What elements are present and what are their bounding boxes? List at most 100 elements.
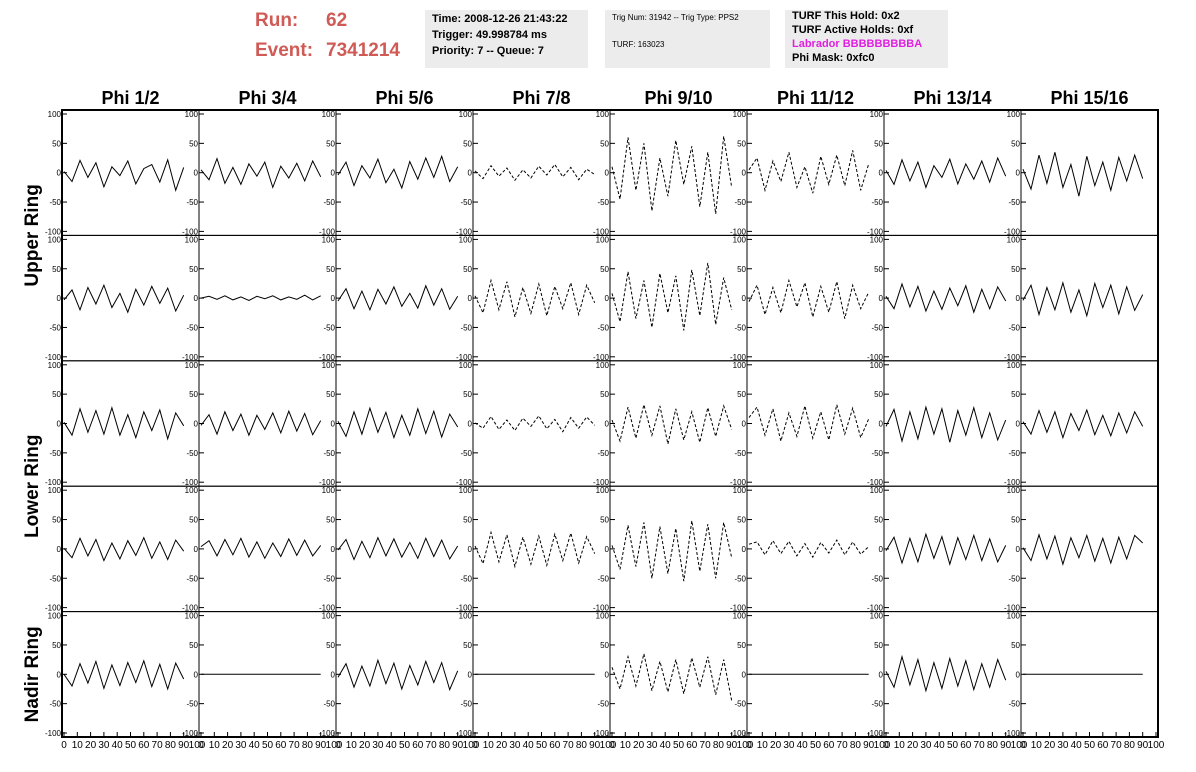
y-tick-label: -50 <box>323 574 335 583</box>
column-header: Phi 5/6 <box>375 88 433 108</box>
x-tick-label: 60 <box>275 740 287 751</box>
x-tick-label: 0 <box>61 740 67 751</box>
y-tick-label: -100 <box>1004 227 1021 236</box>
y-tick-label: -100 <box>182 729 199 738</box>
y-tick-label: -100 <box>456 478 473 487</box>
y-tick-label: 0 <box>194 670 199 679</box>
x-tick-label: 20 <box>907 740 919 751</box>
y-tick-label: 0 <box>1016 545 1021 554</box>
panel-frame <box>61 611 200 738</box>
y-tick-label: 100 <box>322 486 336 495</box>
y-tick-label: 0 <box>605 420 610 429</box>
x-tick-label: 10 <box>894 740 906 751</box>
y-tick-label: 0 <box>57 294 62 303</box>
x-tick-label: 0 <box>609 740 615 751</box>
y-tick-label: -100 <box>182 604 199 613</box>
x-tick-label: 30 <box>783 740 795 751</box>
y-tick-label: -100 <box>1004 729 1021 738</box>
y-tick-label: 100 <box>1007 361 1021 370</box>
y-tick-label: -100 <box>182 353 199 362</box>
x-tick-label: 10 <box>483 740 495 751</box>
x-tick-label: 20 <box>222 740 234 751</box>
run-label: Run: <box>255 10 299 31</box>
y-tick-label: -50 <box>323 449 335 458</box>
y-tick-label: 100 <box>185 110 199 119</box>
y-tick-label: 100 <box>596 361 610 370</box>
x-tick-label: 10 <box>209 740 221 751</box>
y-tick-label: -50 <box>49 574 61 583</box>
run: 62 <box>326 10 348 31</box>
x-tick-label: 60 <box>549 740 561 751</box>
x-tick-label: 50 <box>810 740 822 751</box>
x-tick-label: 20 <box>770 740 782 751</box>
y-tick-label: 50 <box>1011 265 1020 274</box>
y-tick-label: -50 <box>460 449 472 458</box>
x-tick-label: 90 <box>589 740 601 751</box>
y-tick-label: 100 <box>596 110 610 119</box>
y-tick-label: 0 <box>468 670 473 679</box>
y-tick-label: 50 <box>52 390 61 399</box>
y-tick-label: -100 <box>319 227 336 236</box>
y-tick-label: 50 <box>1011 390 1020 399</box>
x-tick-label: 40 <box>386 740 398 751</box>
waveform <box>885 654 1007 693</box>
y-tick-label: 100 <box>459 612 473 621</box>
x-tick-label: 20 <box>633 740 645 751</box>
x-tick-label: 0 <box>198 740 204 751</box>
y-tick-label: 0 <box>468 545 473 554</box>
column-header: Phi 1/2 <box>101 88 159 108</box>
y-tick-label: 50 <box>52 641 61 650</box>
y-tick-label: 0 <box>194 169 199 178</box>
y-tick-label: -100 <box>45 478 62 487</box>
x-tick-label: 40 <box>249 740 261 751</box>
x-tick-label: 30 <box>1057 740 1069 751</box>
y-tick-label: -50 <box>871 700 883 709</box>
y-tick-label: -100 <box>319 478 336 487</box>
x-tick-label: 70 <box>563 740 575 751</box>
y-tick-label: 100 <box>733 612 747 621</box>
turf-box: TURF This Hold: 0x2 TURF Active Holds: 0… <box>785 10 948 68</box>
panel-frame <box>61 234 200 362</box>
waveform <box>611 136 733 214</box>
waveform <box>63 659 185 691</box>
y-tick-label: -50 <box>871 198 883 207</box>
y-tick-label: 0 <box>57 670 62 679</box>
y-tick-label: 50 <box>52 139 61 148</box>
x-tick-label: 70 <box>289 740 301 751</box>
panel-frame <box>1020 360 1159 487</box>
y-tick-label: 50 <box>737 390 746 399</box>
x-tick-label: 50 <box>673 740 685 751</box>
y-tick-label: 100 <box>322 110 336 119</box>
panel-frame <box>746 109 885 236</box>
y-tick-label: 50 <box>326 139 335 148</box>
panel-frame <box>746 360 885 487</box>
x-tick-label: 50 <box>125 740 137 751</box>
y-tick-label: -100 <box>182 478 199 487</box>
x-tick-label: 0 <box>1020 740 1026 751</box>
x-tick-label: 50 <box>947 740 959 751</box>
y-tick-label: 50 <box>600 139 609 148</box>
panel-frame <box>609 485 748 613</box>
y-tick-label: 0 <box>742 294 747 303</box>
waveform <box>885 282 1007 314</box>
y-tick-label: 50 <box>463 139 472 148</box>
y-tick-label: 100 <box>1007 110 1021 119</box>
x-tick-label: 0 <box>472 740 478 751</box>
x-tick-label: 80 <box>439 740 451 751</box>
y-tick-label: 100 <box>1007 612 1021 621</box>
y-tick-label: 0 <box>1016 420 1021 429</box>
y-tick-label: 0 <box>194 545 199 554</box>
y-tick-label: -100 <box>867 227 884 236</box>
trig-box: Trig Num: 31942 -- Trig Type: PPS2 TURF:… <box>605 10 770 68</box>
waveform <box>63 405 185 441</box>
waveform <box>1022 152 1144 197</box>
y-tick-label: 50 <box>326 641 335 650</box>
y-tick-label: 100 <box>48 612 62 621</box>
y-tick-label: 0 <box>194 294 199 303</box>
x-tick-label: 10 <box>346 740 358 751</box>
y-tick-label: -50 <box>1008 449 1020 458</box>
y-tick-label: -50 <box>1008 700 1020 709</box>
y-tick-label: -50 <box>871 323 883 332</box>
x-tick-label: 70 <box>1111 740 1123 751</box>
